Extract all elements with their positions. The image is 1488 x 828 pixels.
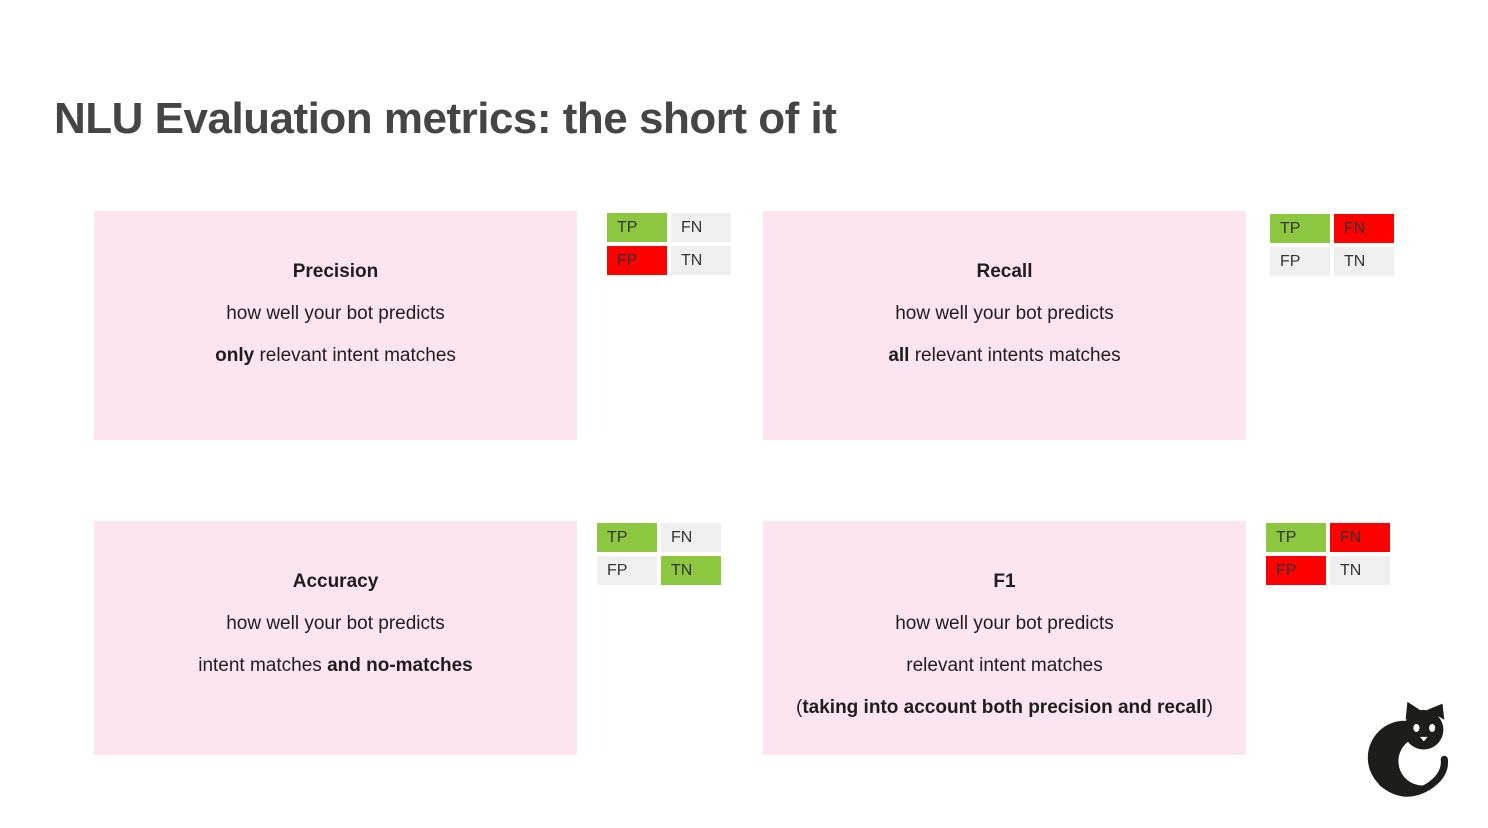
matrix-cell-tp: TP	[607, 213, 667, 242]
confusion-matrix-accuracy: TP FN FP TN	[597, 523, 721, 585]
card-text-line: how well your bot predicts	[895, 603, 1114, 645]
matrix-cell-fn: FN	[1334, 214, 1394, 243]
text-segment: how well your bot predicts	[226, 613, 445, 634]
card-text-line: how well your bot predicts	[895, 293, 1114, 335]
matrix-cell-fn: FN	[671, 213, 731, 242]
card-title-f1: F1	[993, 571, 1016, 592]
matrix-cell-fp: FP	[1270, 247, 1330, 276]
matrix-cell-tp: TP	[597, 523, 657, 552]
text-segment: relevant intent matches	[906, 655, 1103, 676]
card-text-line: only relevant intent matches	[215, 335, 456, 377]
text-segment: how well your bot predicts	[895, 613, 1114, 634]
card-text-line: how well your bot predicts	[226, 603, 445, 645]
text-segment: how well your bot predicts	[895, 303, 1114, 324]
confusion-matrix-recall: TP FN FP TN	[1270, 214, 1394, 276]
card-precision: Precision how well your bot predicts only…	[94, 211, 577, 440]
text-segment: how well your bot predicts	[226, 303, 445, 324]
matrix-cell-fp: FP	[597, 556, 657, 585]
curled-cat-icon	[1366, 700, 1456, 799]
card-title-accuracy: Accuracy	[292, 571, 379, 592]
card-f1: F1 how well your bot predicts relevant in…	[763, 521, 1246, 755]
card-accuracy: Accuracy how well your bot predicts inten…	[94, 521, 577, 755]
text-segment: )	[1206, 697, 1213, 718]
matrix-cell-tp: TP	[1266, 523, 1326, 552]
text-segment: (	[796, 697, 803, 718]
confusion-matrix-precision: TP FN FP TN	[607, 213, 731, 275]
matrix-cell-fn: FN	[661, 523, 721, 552]
emphasized-text: and no-matches	[327, 655, 473, 676]
matrix-cell-fp: FP	[1266, 556, 1326, 585]
card-text-line: all relevant intents matches	[888, 335, 1120, 377]
emphasized-text: all	[888, 345, 910, 366]
matrix-cell-tp: TP	[1270, 214, 1330, 243]
card-title-recall: Recall	[976, 261, 1033, 282]
matrix-cell-fp: FP	[607, 246, 667, 275]
matrix-cell-tn: TN	[671, 246, 731, 275]
card-text-line: relevant intent matches	[906, 645, 1102, 687]
card-text-line: how well your bot predicts	[226, 293, 445, 335]
matrix-cell-tn: TN	[661, 556, 721, 585]
card-text-line: (taking into account both precision and …	[796, 687, 1213, 729]
confusion-matrix-f1: TP FN FP TN	[1266, 523, 1390, 585]
text-segment: intent matches	[198, 655, 328, 676]
page-title: NLU Evaluation metrics: the short of it	[54, 94, 837, 143]
card-title-precision: Precision	[292, 261, 379, 282]
card-text-line: intent matches and no-matches	[198, 645, 473, 687]
text-segment: relevant intent matches	[254, 345, 456, 366]
emphasized-text: taking into account both precision and r…	[802, 697, 1207, 718]
card-recall: Recall how well your bot predicts all rel…	[763, 211, 1246, 440]
matrix-cell-tn: TN	[1330, 556, 1390, 585]
emphasized-text: only	[215, 345, 255, 366]
matrix-cell-tn: TN	[1334, 247, 1394, 276]
text-segment: relevant intents matches	[909, 345, 1121, 366]
matrix-cell-fn: FN	[1330, 523, 1390, 552]
